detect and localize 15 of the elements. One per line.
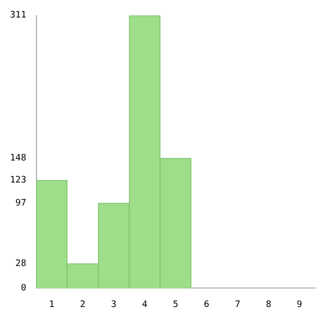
y-tick-label: 0 (20, 284, 26, 294)
y-tick-label: 123 (10, 176, 26, 186)
y-tick-label: 97 (15, 198, 26, 208)
x-tick-label: 8 (266, 300, 272, 310)
x-tick-label: 6 (204, 300, 210, 310)
x-tick-label: 3 (110, 300, 116, 310)
x-tick-label: 9 (296, 300, 302, 310)
x-tick-label: 4 (142, 300, 148, 310)
x-tick-label: 1 (49, 300, 54, 310)
y-tick-label: 311 (10, 10, 26, 21)
y-tick-label: 28 (15, 258, 26, 269)
y-tick-label: 148 (10, 154, 26, 164)
x-tick-label: 7 (234, 300, 240, 310)
x-tick-label: 2 (80, 300, 86, 310)
x-tick-label: 5 (172, 300, 178, 310)
